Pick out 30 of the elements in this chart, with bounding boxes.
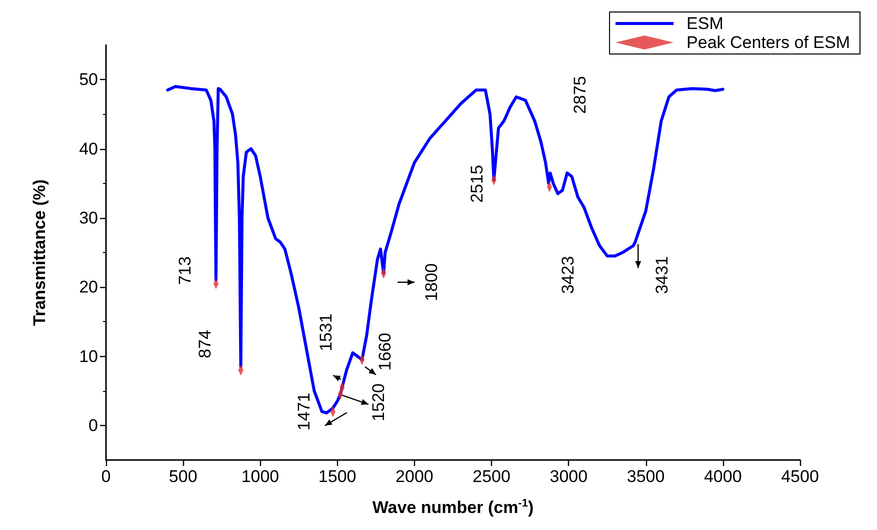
annotation: 3423 (558, 256, 578, 294)
x-tick-label: 4000 (704, 467, 742, 486)
y-tick-label: 50 (79, 70, 98, 90)
annotation: 1660 (376, 332, 395, 371)
legend-label: Peak Centers of ESM (686, 33, 850, 52)
y-tick-label: 10 (79, 346, 98, 366)
x-tick-label: 2000 (396, 467, 434, 486)
x-tick-label: 1500 (318, 467, 356, 486)
y-tick-label: 30 (79, 208, 98, 228)
x-tick-label: 4500 (781, 467, 819, 486)
annotation: 2875 (570, 76, 590, 114)
y-tick-label: 40 (79, 139, 98, 158)
annotation: 2515 (467, 164, 486, 203)
x-tick-label: 500 (168, 467, 198, 486)
annotation: 3431 (652, 256, 672, 294)
annotation: 874 (195, 330, 214, 358)
x-tick-label: 1000 (241, 467, 280, 486)
annotation: 713 (175, 256, 194, 285)
annotation: 1531 (316, 313, 336, 352)
x-tick-label: 0 (101, 467, 111, 486)
x-tick-label: 3500 (626, 467, 665, 486)
annotation: 1800 (422, 263, 442, 302)
y-axis-title: Transmittance (%) (30, 179, 49, 326)
x-tick-label: 3000 (550, 467, 588, 486)
y-tick-label: 20 (79, 278, 98, 297)
annotation: 1520 (368, 383, 388, 422)
annotation: 1471 (294, 392, 314, 430)
y-tick-label: 0 (88, 416, 98, 435)
x-tick-label: 2500 (472, 467, 510, 486)
legend-label: ESM (686, 14, 724, 33)
